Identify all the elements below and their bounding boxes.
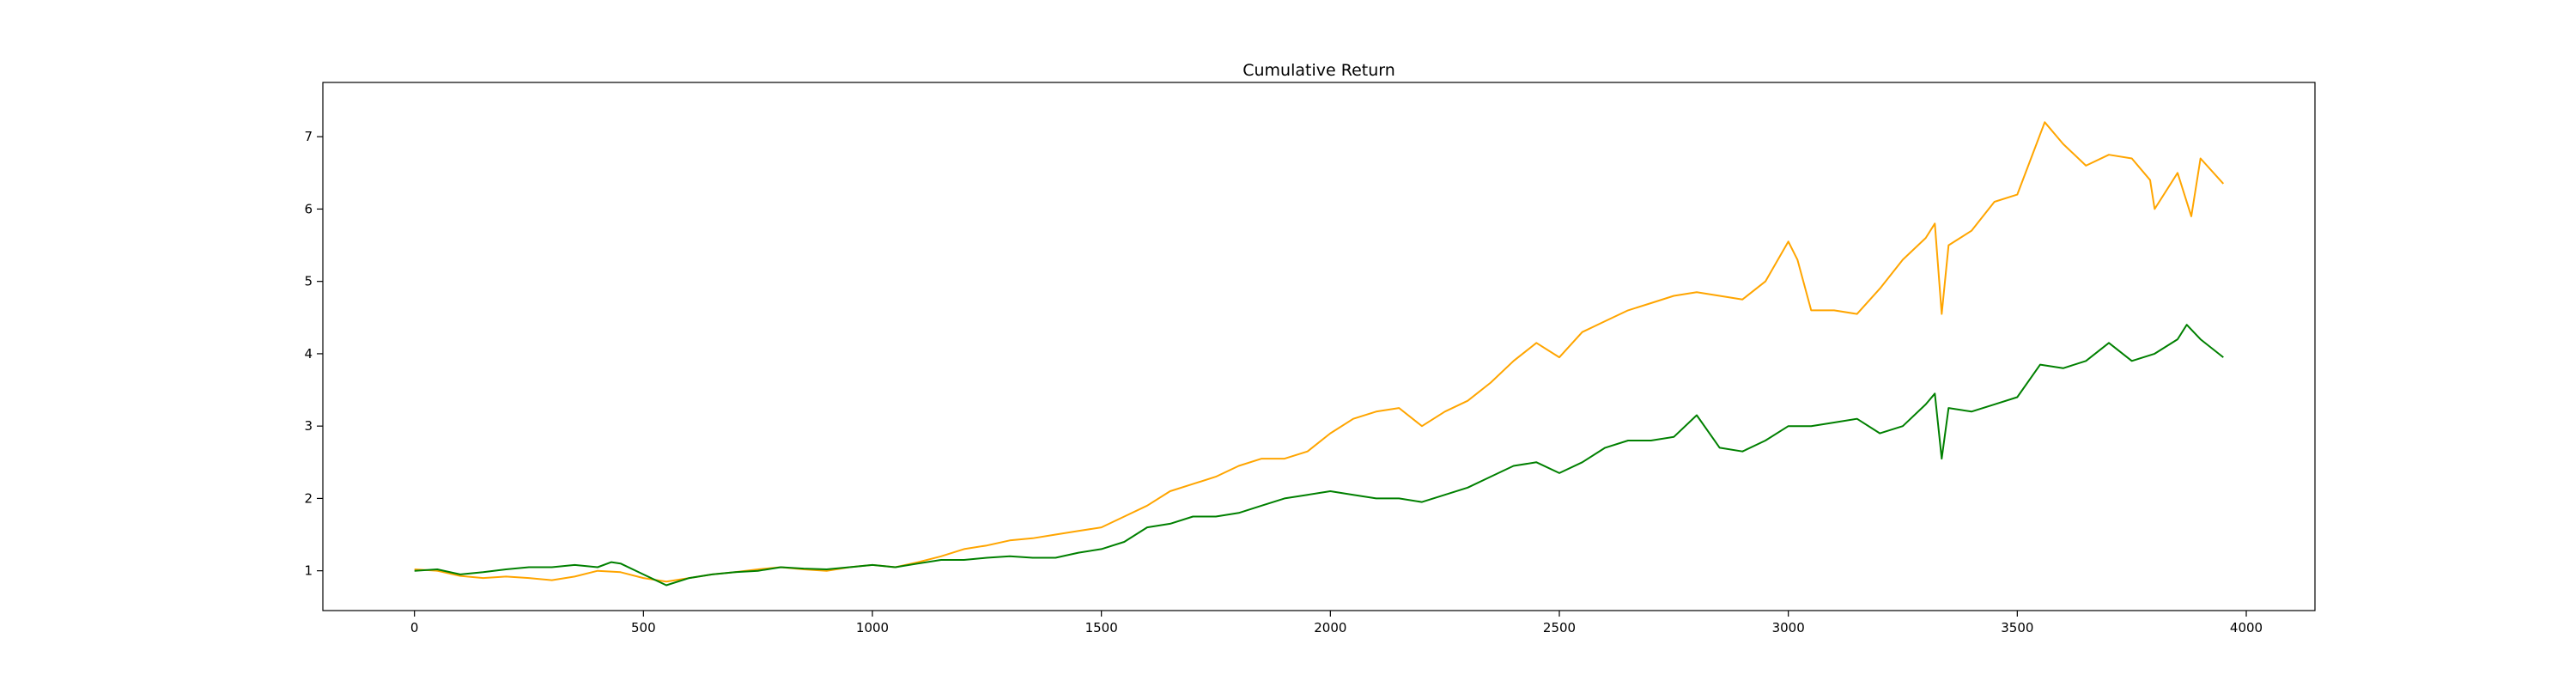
y-tick-label: 6 [304, 201, 313, 216]
x-tick-label: 2500 [1543, 620, 1576, 635]
x-tick-label: 4000 [2230, 620, 2263, 635]
series-layer [414, 121, 2225, 587]
x-tick-label: 2000 [1314, 620, 1346, 635]
y-tick-label: 3 [304, 418, 313, 434]
series-line-1 [414, 121, 2225, 583]
series-line-2 [414, 324, 2224, 587]
y-tick-label: 7 [304, 129, 313, 144]
x-tick-label: 1000 [856, 620, 889, 635]
x-tick-label: 3000 [1772, 620, 1805, 635]
y-axis: 1 2 3 4 5 6 7 [304, 129, 323, 579]
x-tick-label: 3500 [2001, 620, 2033, 635]
y-tick-label: 2 [304, 490, 313, 506]
x-tick-label: 0 [410, 620, 419, 635]
chart-title: Cumulative Return [1242, 61, 1395, 80]
x-tick-label: 500 [631, 620, 656, 635]
plot-frame [322, 82, 2316, 611]
y-tick-label: 1 [304, 563, 313, 579]
y-tick-label: 4 [304, 346, 313, 362]
y-tick-label: 5 [304, 274, 313, 289]
x-axis: 0 500 1000 1500 2000 2500 3000 3500 4000 [410, 611, 2263, 635]
x-tick-label: 1500 [1085, 620, 1118, 635]
